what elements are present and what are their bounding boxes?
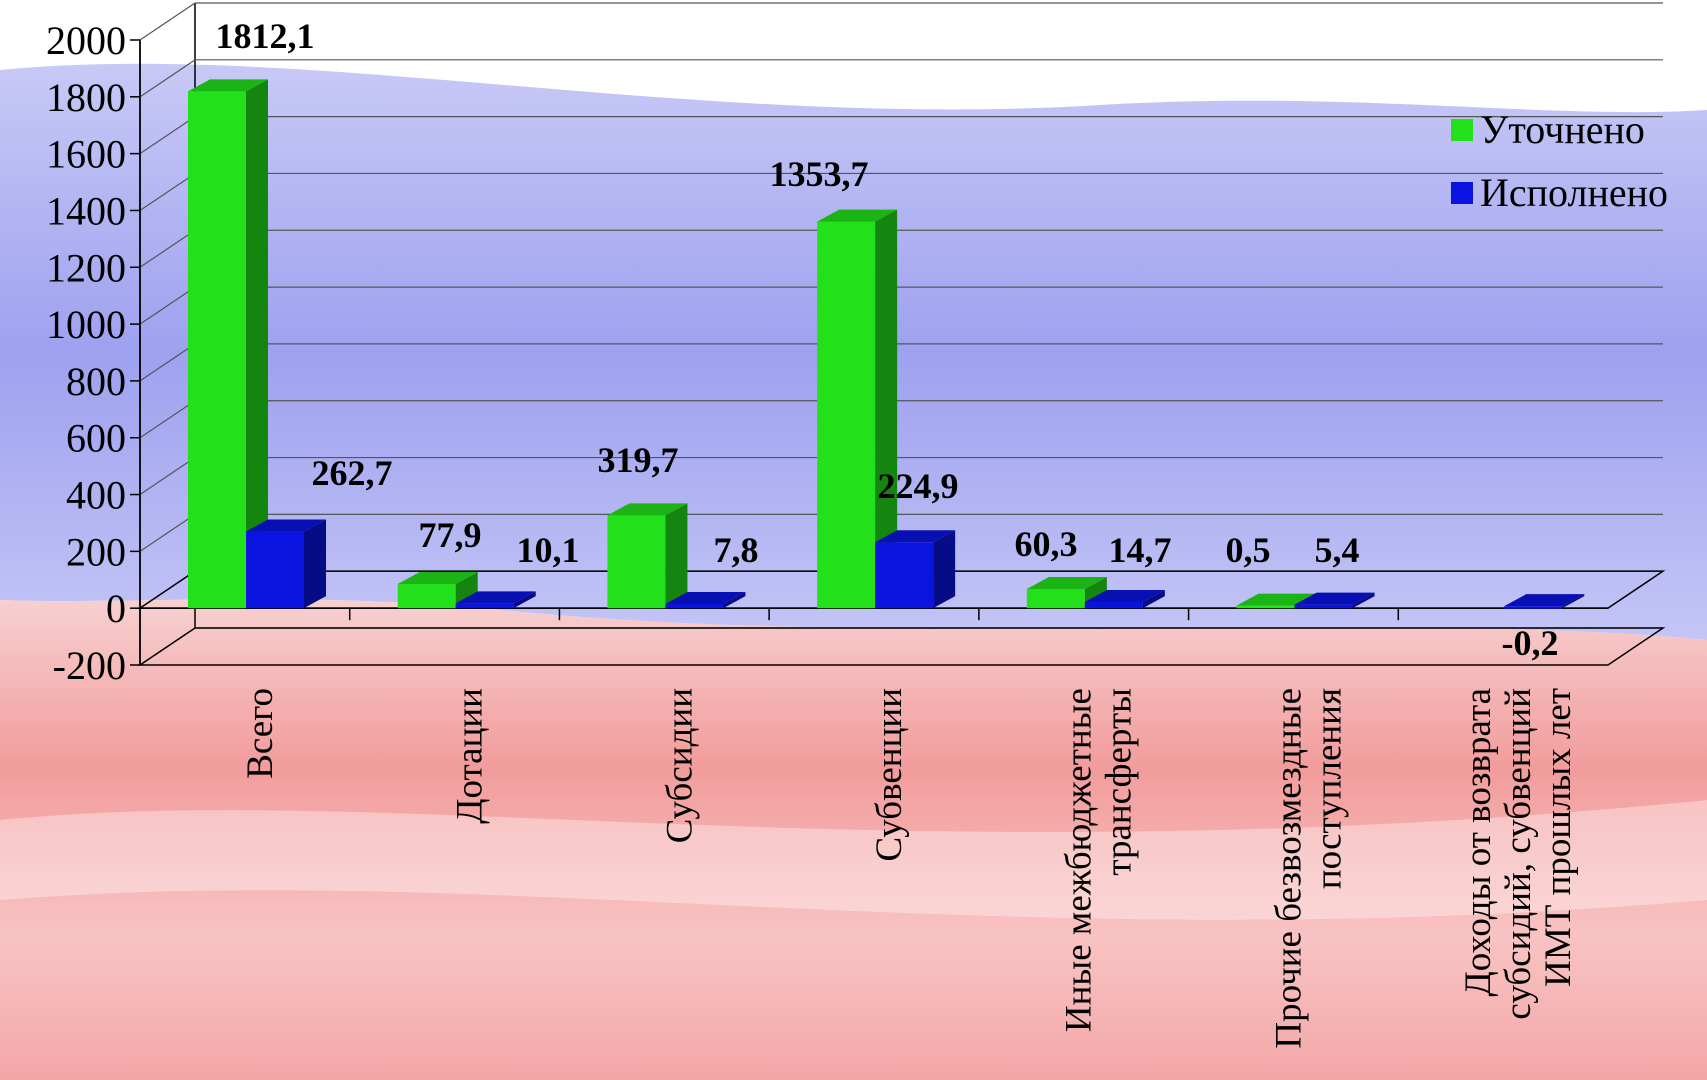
bar-top <box>455 591 536 604</box>
data-label: 224,9 <box>878 466 959 506</box>
bar-ispolneno <box>1084 590 1165 609</box>
gridline-connector <box>139 59 196 98</box>
bar-front <box>1504 606 1563 609</box>
bar-side <box>246 79 268 609</box>
bar-front <box>246 531 304 609</box>
bar-top <box>1026 577 1107 590</box>
bar-front <box>607 515 666 609</box>
data-label: 60,3 <box>1015 524 1078 564</box>
y-tick-label: 1800 <box>46 75 126 120</box>
bar-front <box>397 584 456 609</box>
category-label: Доходы от возврата <box>1458 688 1499 997</box>
bar-utochneno <box>607 503 688 609</box>
category-label: Прочие безвозмездные <box>1268 688 1309 1049</box>
gridline-connector <box>139 172 196 211</box>
bar-front <box>665 603 724 609</box>
bar-ispolneno <box>665 591 746 609</box>
category-label: трансферты <box>1099 688 1140 876</box>
data-label: 77,9 <box>419 515 482 555</box>
gridline-connector <box>139 2 196 41</box>
data-label: 1353,7 <box>770 154 869 194</box>
legend-swatch <box>1451 182 1473 204</box>
bar-front <box>1294 604 1353 609</box>
bar-front <box>875 542 934 609</box>
y-tick-label: -200 <box>53 643 126 688</box>
y-tick-label: 200 <box>66 529 126 574</box>
bar-top <box>1084 590 1165 603</box>
data-label: 5,4 <box>1315 530 1360 570</box>
bar-utochneno <box>188 79 268 609</box>
y-tick-label: 600 <box>66 416 126 461</box>
category-label: субсидий, субвенций <box>1498 688 1539 1020</box>
gridline-connector <box>139 343 196 382</box>
data-label: 262,7 <box>312 453 393 493</box>
bar-top <box>607 503 688 516</box>
bar-top <box>188 79 268 92</box>
y-tick-label: 0 <box>106 586 126 631</box>
gridline-connector <box>139 286 196 325</box>
bar-front <box>1084 602 1143 609</box>
data-label: 7,8 <box>714 530 759 570</box>
bar-front <box>817 221 876 609</box>
bar-side <box>513 591 536 609</box>
gridline-connector <box>139 513 196 552</box>
y-tick-label: 2000 <box>46 18 126 63</box>
gridline-connector <box>139 229 196 268</box>
category-label: Субсидии <box>659 688 700 843</box>
bar-side <box>933 530 956 609</box>
gridline-connector <box>139 400 196 439</box>
bar-side <box>1142 590 1165 609</box>
category-label: Всего <box>240 688 281 779</box>
bottom-frame <box>137 627 1666 666</box>
legend-swatch <box>1451 119 1473 141</box>
bar-top <box>1504 594 1585 607</box>
y-tick-label: 400 <box>66 473 126 518</box>
bar-top <box>1294 592 1375 605</box>
bar-top <box>817 209 898 222</box>
legend-label: Уточнено <box>1480 107 1645 152</box>
data-label: 10,1 <box>517 530 580 570</box>
data-label: 14,7 <box>1109 530 1172 570</box>
bar-ispolneno <box>1294 592 1375 609</box>
gridline-connector <box>139 457 196 496</box>
bar-top <box>1236 593 1317 606</box>
bar-ispolneno <box>246 519 326 609</box>
bar-top <box>875 530 956 543</box>
bar-front <box>1026 589 1085 609</box>
y-tick-label: 1000 <box>46 302 126 347</box>
data-label: 1812,1 <box>216 16 315 56</box>
bar-side <box>1352 592 1375 609</box>
bar-front <box>188 91 246 609</box>
y-tick-label: 1600 <box>46 132 126 177</box>
data-label: 0,5 <box>1226 530 1271 570</box>
bar-ispolneno <box>875 530 956 609</box>
bar-top <box>397 572 478 585</box>
bar-side <box>1562 594 1585 609</box>
bar-side <box>665 503 688 609</box>
category-label: Иные межбюджетные <box>1059 688 1100 1032</box>
bar-top <box>246 519 326 532</box>
bar-ispolneno <box>455 591 536 609</box>
category-label: ИМТ прошлых лет <box>1538 688 1579 987</box>
bar-top <box>665 591 746 604</box>
y-tick-label: 1200 <box>46 245 126 290</box>
bar-ispolneno <box>1504 594 1585 609</box>
data-label: 319,7 <box>598 440 679 480</box>
y-tick-label: 800 <box>66 359 126 404</box>
category-label: поступления <box>1308 688 1349 889</box>
data-label: -0,2 <box>1502 623 1559 663</box>
category-label: Субвенции <box>869 688 910 861</box>
gridline-connector <box>139 116 196 155</box>
bar-side <box>875 209 898 609</box>
bar-front <box>455 603 514 609</box>
bar-utochneno <box>817 209 898 609</box>
category-label: Дотации <box>450 688 491 824</box>
y-tick-label: 1400 <box>46 188 126 233</box>
bar-side <box>304 519 326 609</box>
bar-front <box>1236 605 1295 609</box>
legend-label: Исполнено <box>1480 170 1668 215</box>
bar-side <box>723 591 746 609</box>
